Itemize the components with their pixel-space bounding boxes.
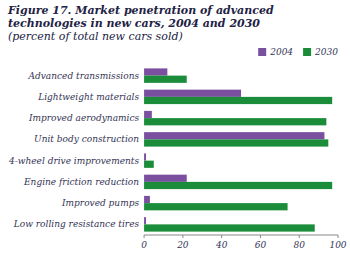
bar <box>144 118 326 125</box>
bar <box>144 161 154 168</box>
legend-label: 2004 <box>269 47 293 57</box>
title-line: Figure 17. Market penetration of advance… <box>7 4 274 17</box>
title: Figure 17. Market penetration of advance… <box>7 4 274 30</box>
title-line: technologies in new cars, 2004 and 2030 <box>8 17 260 30</box>
bar <box>144 182 332 189</box>
subtitle: (percent of total new cars sold) <box>8 30 183 43</box>
x-axis-line <box>144 235 338 236</box>
bar <box>144 90 241 97</box>
x-tick-label: 100 <box>329 240 346 250</box>
category-label: Lightweight materials <box>37 92 139 102</box>
bar <box>144 153 146 160</box>
bar <box>144 68 167 75</box>
category-label: Unit body construction <box>34 134 139 144</box>
bar <box>144 224 315 231</box>
x-tick-label: 20 <box>176 240 189 250</box>
category-label: Low rolling resistance tires <box>13 219 140 229</box>
x-tick <box>221 235 222 238</box>
x-tick-label: 60 <box>255 240 267 250</box>
x-tick-label: 0 <box>141 240 147 250</box>
legend-swatch <box>258 48 266 56</box>
bar <box>144 217 146 224</box>
x-tick-label: 80 <box>293 240 305 250</box>
bar <box>144 203 288 210</box>
bar <box>144 139 328 146</box>
bar <box>144 175 187 182</box>
category-label: Improved pumps <box>61 198 139 208</box>
subtitle-line: (percent of total new cars sold) <box>8 30 183 43</box>
chart: Figure 17. Market penetration of advance… <box>0 0 350 259</box>
bar <box>144 111 152 118</box>
legend: 2004 2030 <box>258 47 338 57</box>
x-tick <box>260 235 261 238</box>
x-tick-label: 40 <box>215 240 228 250</box>
bar <box>144 76 187 83</box>
category-label: Advanced transmissions <box>28 71 140 81</box>
bar <box>144 196 150 203</box>
category-label: 4-wheel drive improvements <box>8 156 139 166</box>
legend-label: 2030 <box>314 47 338 57</box>
bars <box>144 68 332 231</box>
category-label: Improved aerodynamics <box>28 113 139 123</box>
bar <box>144 97 332 104</box>
x-tick <box>144 235 145 238</box>
category-label: Engine friction reduction <box>23 177 139 187</box>
x-tick <box>338 235 339 238</box>
bar <box>144 132 324 139</box>
legend-swatch <box>303 48 311 56</box>
x-tick <box>182 235 183 238</box>
x-tick <box>299 235 300 238</box>
